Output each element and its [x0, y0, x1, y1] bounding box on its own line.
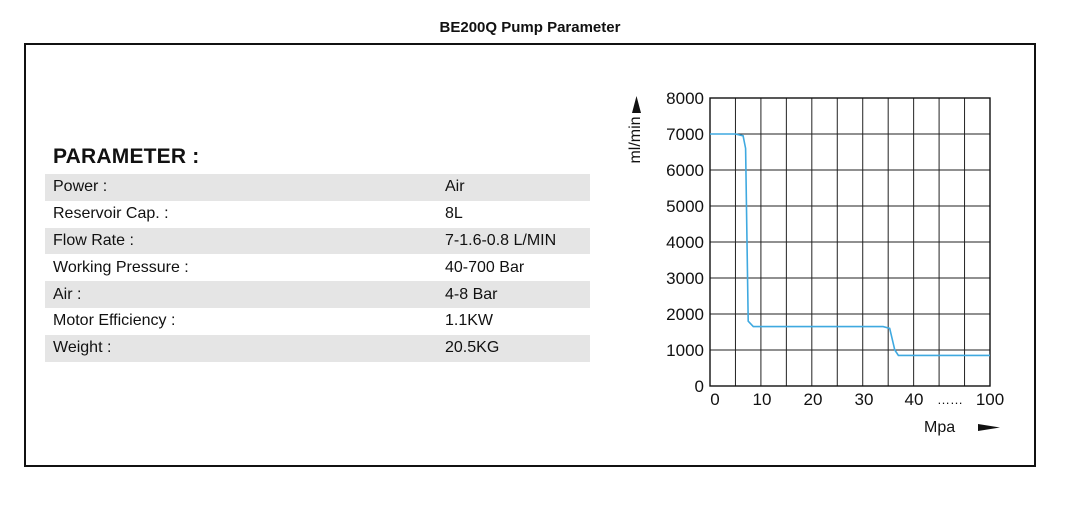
- content-frame: [24, 43, 1036, 467]
- y-tick-label: 2000: [666, 305, 704, 324]
- x-tick-label: 100: [976, 390, 1004, 409]
- param-label: Motor Efficiency :: [53, 312, 176, 330]
- x-axis-label: Mpa: [924, 419, 955, 436]
- x-axis-break: ……: [937, 392, 963, 407]
- chart-ticks: 8000 7000 6000 5000 4000 3000 2000 1000 00 10 20 30…: [666, 89, 1004, 409]
- y-tick-label: 7000: [666, 125, 704, 144]
- y-tick-label: 5000: [666, 197, 704, 216]
- param-row-working-pressure: Working Pressure : 40-700 Bar: [45, 254, 590, 281]
- param-value: 8L: [445, 205, 463, 223]
- param-row-power: Power : Air: [45, 174, 590, 201]
- x-tick-label: 30: [855, 390, 874, 409]
- param-value: 1.1KW: [445, 312, 494, 330]
- param-label: Flow Rate :: [53, 231, 134, 249]
- param-value: Air: [445, 178, 465, 196]
- flow-curve: [710, 133, 990, 357]
- y-tick-label: 6000: [666, 161, 704, 180]
- plot-border: [709, 97, 991, 387]
- document-title: BE200Q Pump Parameter: [439, 19, 621, 36]
- param-label: Reservoir Cap. :: [53, 205, 169, 223]
- y-tick-label: 3000: [666, 269, 704, 288]
- x-tick-label: 20: [804, 390, 823, 409]
- param-row-weight: Weight : 20.5KG: [45, 334, 590, 362]
- y-tick-label: 8000: [666, 89, 704, 108]
- param-value: 20.5KG: [445, 339, 500, 357]
- y-axis-arrow-icon: [632, 96, 641, 113]
- param-value: 7-1.6-0.8 L/MIN: [445, 231, 557, 249]
- y-tick-label: 1000: [666, 341, 704, 360]
- param-label: Power :: [53, 178, 108, 196]
- y-tick-label: 0: [695, 377, 704, 396]
- param-value: 40-700 Bar: [445, 258, 525, 276]
- param-row-motor-efficiency: Motor Efficiency : 1.1KW: [45, 308, 590, 335]
- param-label: Weight :: [53, 339, 112, 357]
- param-label: Air :: [53, 285, 82, 303]
- parameter-heading: PARAMETER :: [53, 145, 200, 168]
- y-axis-label: ml/min: [627, 116, 644, 163]
- x-axis-arrow-icon: [978, 424, 1000, 431]
- x-tick-label: 0: [710, 390, 719, 409]
- param-row-flow-rate: Flow Rate : 7-1.6-0.8 L/MIN: [45, 227, 590, 255]
- chart-grid: [709, 97, 991, 387]
- param-row-air: Air : 4-8 Bar: [45, 281, 590, 308]
- parameter-table: Power : Air Reservoir Cap. : 8L Flow Rat…: [45, 174, 590, 362]
- x-tick-label: 40: [905, 390, 924, 409]
- param-value: 4-8 Bar: [445, 285, 498, 303]
- param-label: Working Pressure :: [53, 258, 189, 276]
- y-axis-title: ml/min: [627, 116, 644, 163]
- y-tick-label: 4000: [666, 233, 704, 252]
- x-tick-label: 10: [753, 390, 772, 409]
- param-row-reservoir: Reservoir Cap. : 8L: [45, 201, 590, 228]
